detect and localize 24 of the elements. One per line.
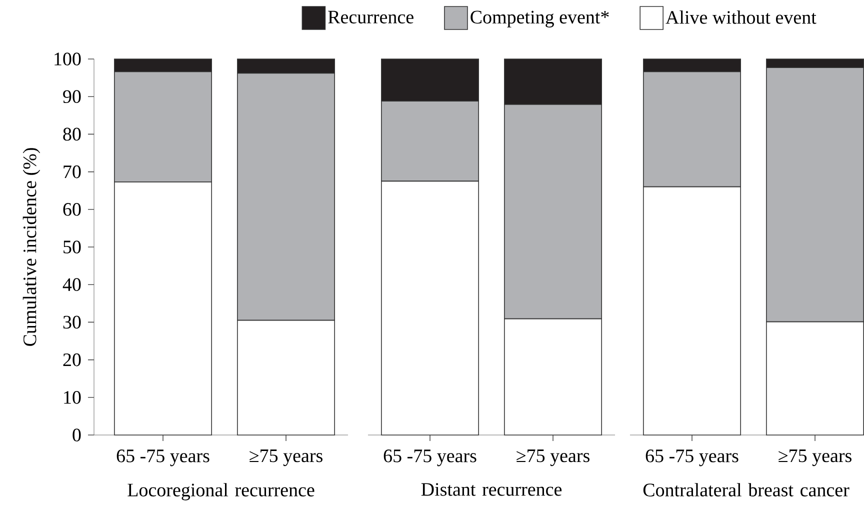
x-axis-title: Contralateral breast cancer: [643, 483, 850, 496]
x-tick-label: ≥75 years: [778, 450, 852, 466]
y-tick-label: 30: [63, 316, 81, 329]
legend-label: Competing event*: [470, 10, 609, 28]
x-tick-label: 65 -75 years: [384, 450, 476, 466]
y-tick-label: 0: [72, 428, 81, 442]
y-tick-label: 70: [64, 165, 81, 178]
x-axis-title: Locoregional recurrence: [128, 483, 314, 500]
y-tick-label: 80: [63, 128, 81, 141]
legend-label: Recurrence: [328, 10, 414, 24]
y-tick-label: 10: [64, 390, 81, 404]
y-tick-label: 90: [63, 90, 81, 104]
y-tick-label: 60: [63, 202, 81, 216]
y-axis-title: Cumulative incidence (%): [22, 148, 40, 346]
x-tick-label: 65 -75 years: [116, 450, 210, 466]
y-tick-label: 20: [63, 353, 81, 366]
x-tick-label: ≥75 years: [516, 450, 590, 466]
legend-label: Alive without event: [666, 10, 816, 24]
y-tick-label: 40: [62, 278, 81, 292]
x-tick-label: ≥75 years: [250, 450, 322, 466]
y-tick-label: 100: [54, 52, 81, 66]
x-tick-label: 65 -75 years: [646, 450, 738, 466]
x-axis-title: Distant recurrence: [421, 483, 562, 496]
y-tick-label: 50: [64, 240, 81, 254]
